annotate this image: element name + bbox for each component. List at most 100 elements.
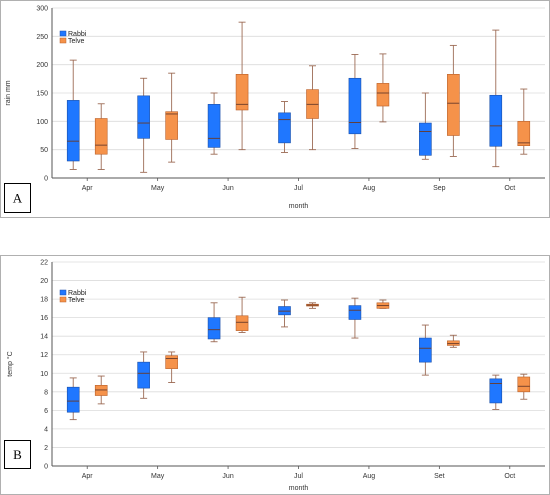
y-tick-label: 20 xyxy=(40,278,48,285)
legend-swatch-rabbi xyxy=(59,30,67,37)
box-telve-jul xyxy=(306,302,319,309)
x-axis-label: month xyxy=(289,485,309,492)
y-tick-label: 2 xyxy=(44,445,48,452)
box-iqr xyxy=(348,77,362,135)
box-iqr xyxy=(348,305,362,320)
box-iqr xyxy=(207,104,221,148)
box-rabbi-may xyxy=(137,77,150,173)
box-iqr xyxy=(235,315,249,331)
x-tick-label: Aug xyxy=(363,185,376,192)
box-telve-aug xyxy=(376,299,390,309)
x-tick-label: Apr xyxy=(82,185,94,192)
y-tick-label: 300 xyxy=(36,6,48,13)
box-iqr xyxy=(137,361,150,389)
box-rabbi-may xyxy=(137,351,150,399)
box-iqr xyxy=(278,112,291,144)
x-tick-label: Jun xyxy=(222,473,233,480)
y-axis-label: rain mm xyxy=(5,80,12,105)
box-iqr xyxy=(207,317,221,340)
panel-label: B xyxy=(13,447,22,462)
box-rabbi-jun xyxy=(207,92,221,155)
legend-label-rabbi: Rabbi xyxy=(68,290,87,297)
box-telve-jun xyxy=(235,21,249,151)
box-telve-apr xyxy=(94,375,108,405)
y-tick-label: 200 xyxy=(36,62,48,69)
y-tick-label: 0 xyxy=(44,176,48,183)
x-tick-label: Jun xyxy=(222,185,233,192)
box-iqr xyxy=(165,355,178,369)
box-iqr xyxy=(94,385,108,396)
legend-swatch-telve xyxy=(59,37,67,44)
x-axis-label: month xyxy=(289,203,309,210)
box-iqr xyxy=(278,306,291,316)
box-telve-oct xyxy=(517,373,531,400)
box-iqr xyxy=(235,74,249,111)
y-tick-label: 10 xyxy=(40,371,48,378)
box-rabbi-apr xyxy=(66,377,80,421)
box-rabbi-aug xyxy=(348,54,362,149)
box-telve-aug xyxy=(376,53,390,123)
y-tick-label: 22 xyxy=(40,260,48,267)
x-tick-label: Aug xyxy=(363,473,376,480)
box-rabbi-jul xyxy=(278,299,291,328)
legend-swatch-telve xyxy=(59,296,67,303)
box-rabbi-aug xyxy=(348,297,362,339)
x-tick-label: May xyxy=(151,185,165,192)
legend-label-telve: Telve xyxy=(68,38,84,45)
box-rabbi-set xyxy=(419,324,432,376)
box-telve-apr xyxy=(94,103,108,170)
legend-label-telve: Telve xyxy=(68,297,84,304)
box-iqr xyxy=(517,376,531,393)
box-iqr xyxy=(419,337,432,363)
box-rabbi-oct xyxy=(489,29,503,168)
x-tick-label: Jul xyxy=(294,185,303,192)
y-tick-label: 150 xyxy=(36,91,48,98)
box-rabbi-sep xyxy=(419,92,432,160)
x-tick-label: Oct xyxy=(504,473,515,480)
box-iqr xyxy=(94,118,108,155)
panel-label: A xyxy=(13,191,23,206)
box-rabbi-oct xyxy=(489,374,503,410)
chart-panel-B: 0 2 4 6 8 10 12 14 16 18 20 22 Apr May Jun Jul Aug Set Oct… xyxy=(0,255,550,495)
box-iqr xyxy=(489,378,503,404)
y-tick-label: 12 xyxy=(40,352,48,359)
y-tick-label: 16 xyxy=(40,315,48,322)
box-telve-may xyxy=(165,351,178,383)
chart-panel-A: 0 50 100 150 200 250 300 Apr May Jun Jul Aug Sep Oct m… xyxy=(0,0,550,218)
y-tick-label: 8 xyxy=(44,389,48,396)
box-telve-may xyxy=(165,72,178,163)
box-rabbi-jun xyxy=(207,302,221,343)
legend-swatch-rabbi xyxy=(59,289,67,296)
x-tick-label: Set xyxy=(434,473,445,480)
box-telve-jun xyxy=(235,296,249,333)
box-iqr xyxy=(447,74,460,136)
x-tick-label: Oct xyxy=(504,185,515,192)
box-iqr xyxy=(517,121,531,147)
y-tick-label: 18 xyxy=(40,297,48,304)
x-tick-label: Sep xyxy=(433,185,446,192)
box-iqr xyxy=(66,100,80,162)
box-rabbi-jul xyxy=(278,101,291,153)
y-tick-label: 4 xyxy=(44,426,48,433)
y-tick-label: 250 xyxy=(36,34,48,41)
y-tick-label: 14 xyxy=(40,334,48,341)
box-iqr xyxy=(376,83,390,107)
box-telve-jul xyxy=(306,65,319,151)
box-iqr xyxy=(447,340,460,346)
x-tick-label: Apr xyxy=(82,473,94,480)
box-rabbi-apr xyxy=(66,59,80,170)
box-telve-sep xyxy=(447,44,460,157)
box-iqr xyxy=(66,386,80,413)
y-axis-label: temp °C xyxy=(6,351,14,376)
panel-label-box xyxy=(4,183,31,213)
panel-label-box xyxy=(4,440,31,469)
box-telve-oct xyxy=(517,88,531,155)
y-tick-label: 0 xyxy=(44,464,48,471)
box-telve-set xyxy=(447,334,460,348)
y-tick-label: 50 xyxy=(40,147,48,154)
x-tick-label: May xyxy=(151,473,165,480)
box-iqr xyxy=(137,95,150,139)
